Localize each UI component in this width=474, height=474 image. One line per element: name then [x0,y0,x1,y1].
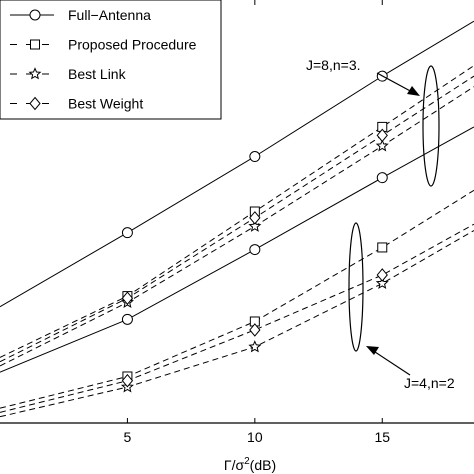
data-point [248,219,262,232]
x-tick-label: 10 [247,429,263,445]
arrowhead-lower [366,346,379,355]
legend-label: Best Link [68,66,127,82]
series-line [0,86,474,367]
x-tick-label: 15 [374,429,390,445]
legend-marker [30,39,40,50]
annotation-label-lower: J=4,n=2 [404,375,455,391]
series-group-1 [0,126,474,418]
data-point [375,276,389,289]
legend-marker [29,96,41,111]
arrowhead-upper [407,86,420,96]
data-point [249,151,261,163]
x-tick-label: 5 [124,429,132,445]
data-point [376,268,388,282]
data-point [249,211,261,225]
data-point [376,172,388,184]
x-axis-label: Γ/σ2(dB) [224,456,276,473]
series-line [0,126,474,373]
legend-label: Best Weight [68,96,143,112]
annotation-layer: J=8,n=3. J=4,n=2 [306,57,455,391]
data-point [249,323,261,337]
series-line [0,223,474,413]
data-point [376,128,388,143]
group-ellipse-lower [348,222,364,352]
legend-label: Full−Antenna [68,7,151,23]
legend: Full−Antenna Proposed Procedure Best Link B… [0,0,222,120]
data-point [121,291,134,305]
data-point [377,242,388,253]
chart-axes: 5 10 15 [0,0,474,445]
data-point [375,139,389,152]
legend-marker [29,9,41,21]
group-ellipse-upper [422,65,440,187]
data-point [121,227,133,239]
data-point [121,313,133,325]
annotation-arrow-upper [376,72,415,94]
annotation-arrow-lower [371,349,411,376]
legend-marker [28,67,42,80]
series-group-0 [0,20,474,367]
legend-label: Proposed Procedure [68,37,197,53]
data-point [121,373,134,388]
data-point [249,244,261,256]
data-point [248,340,262,353]
annotation-label-upper: J=8,n=3. [306,57,361,73]
series-line [0,230,474,418]
series-layer [0,20,474,418]
